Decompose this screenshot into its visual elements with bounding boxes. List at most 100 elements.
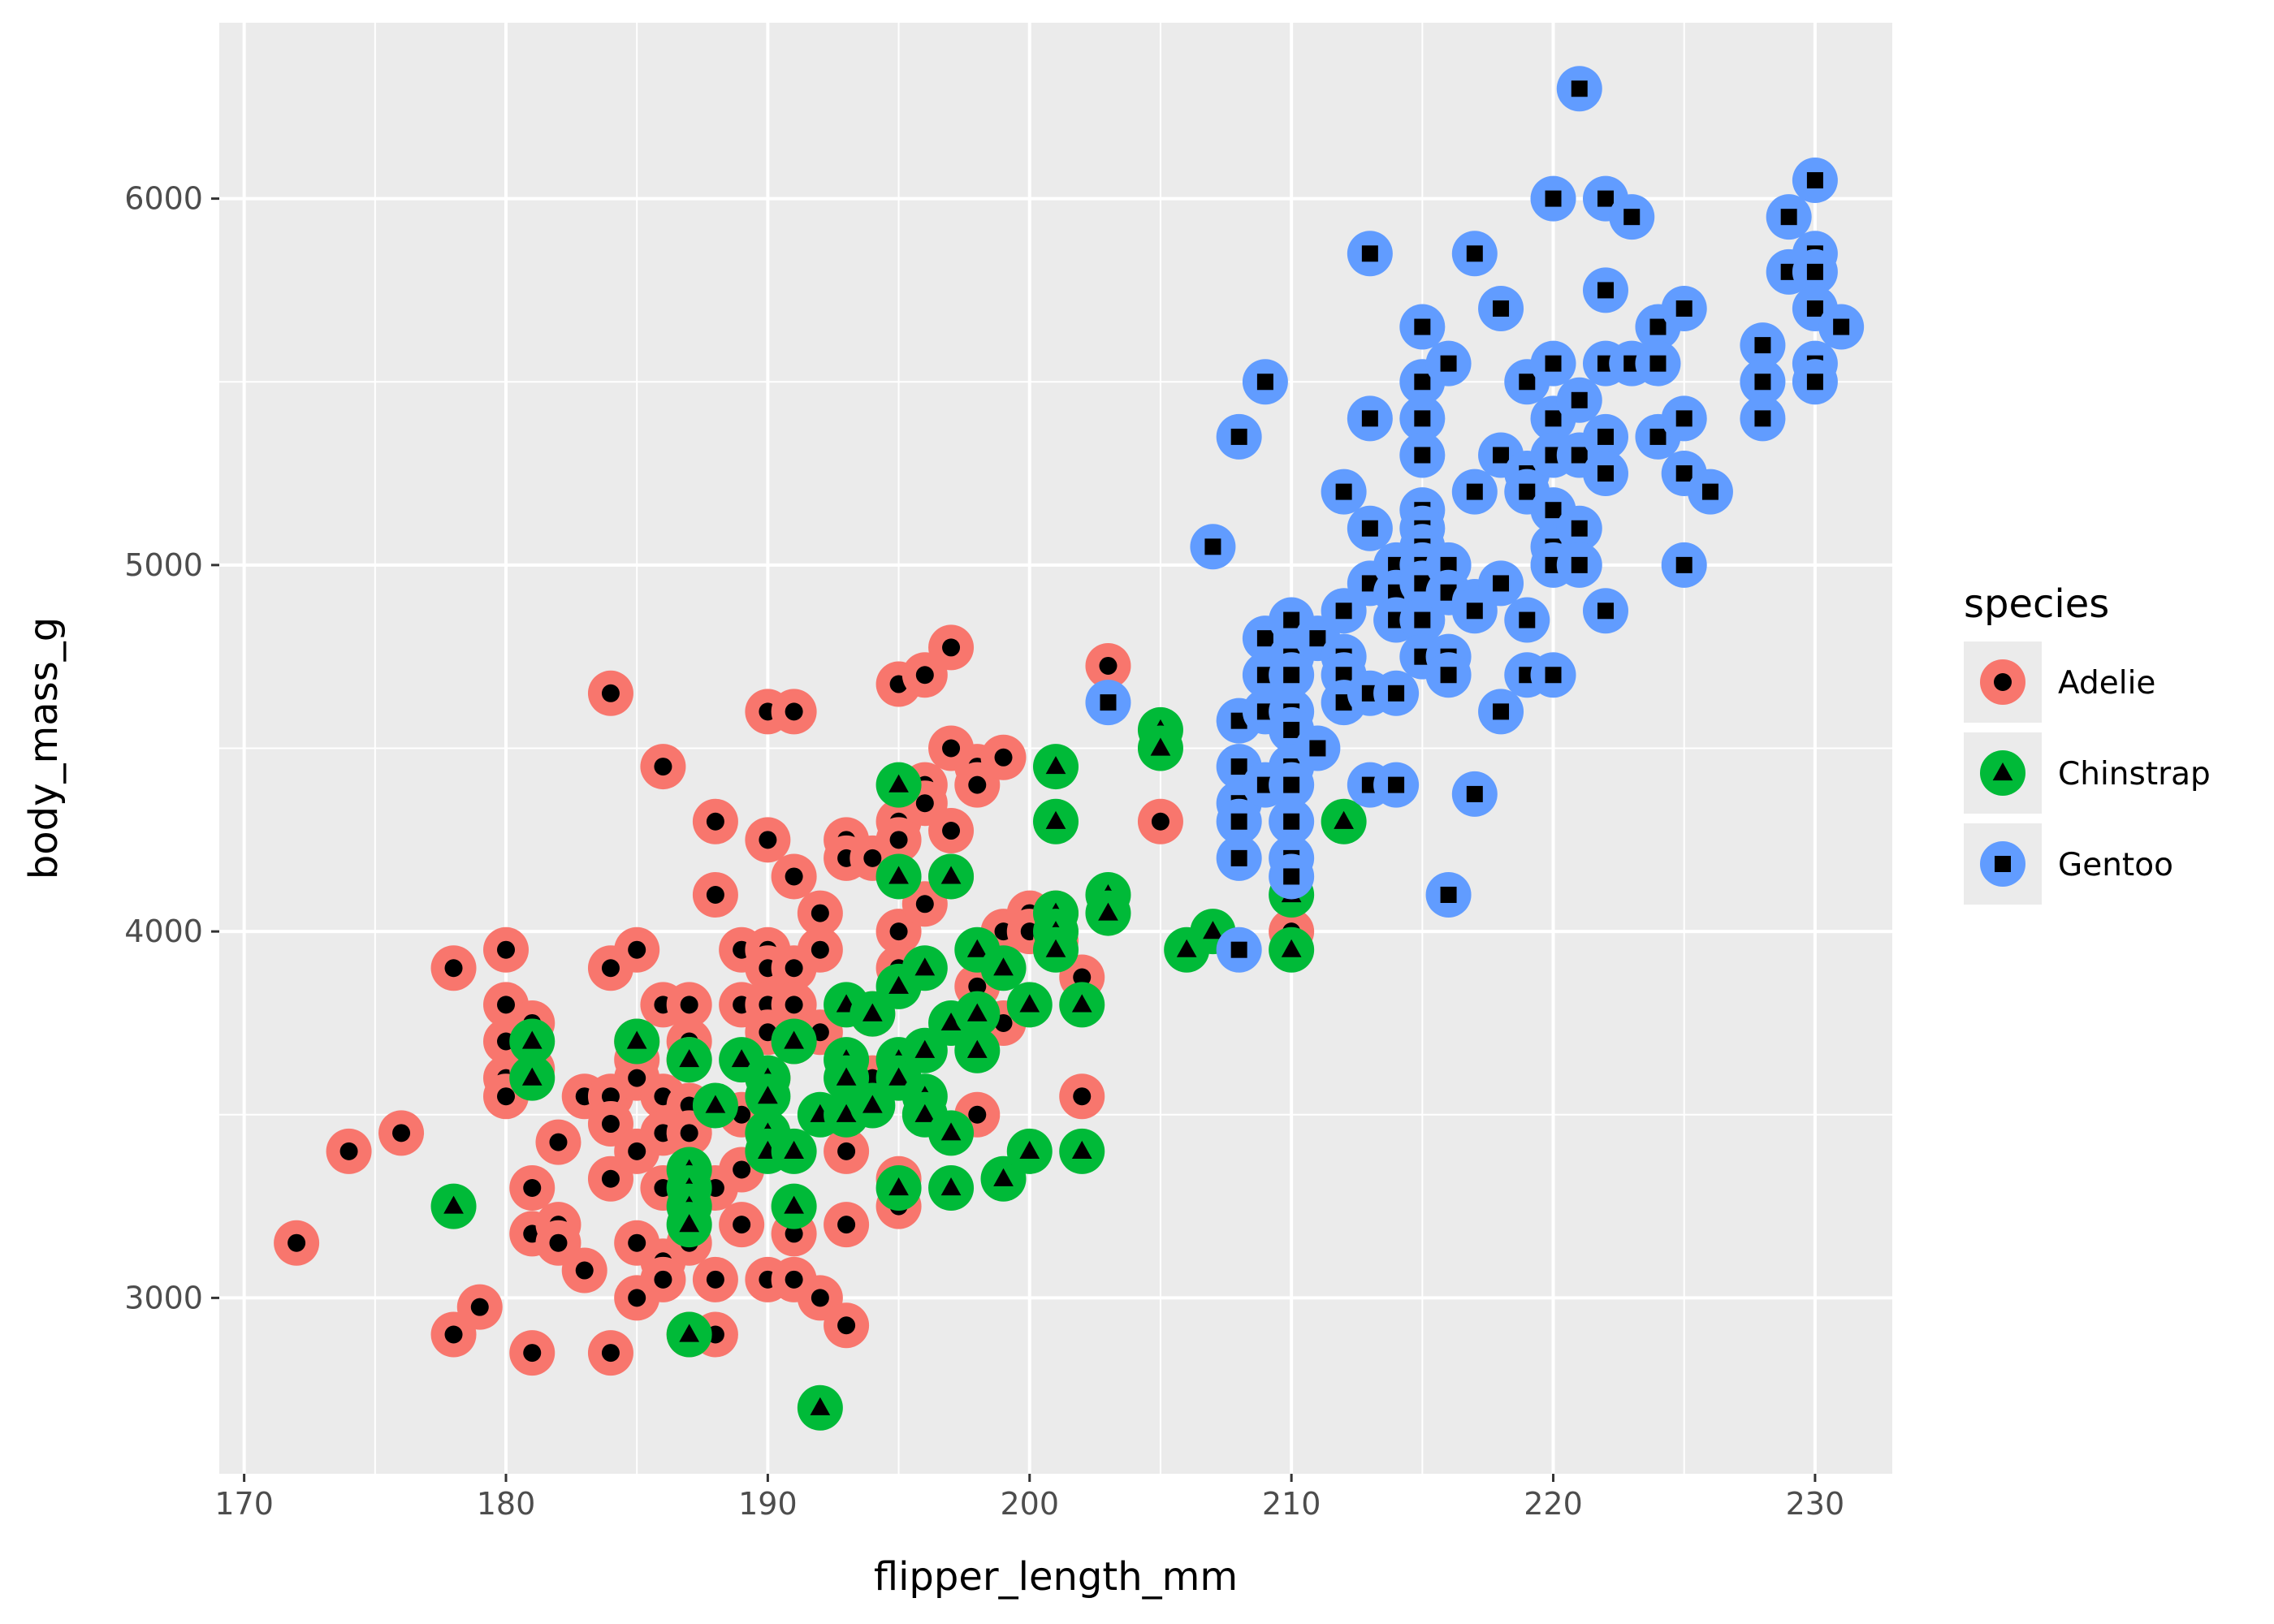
gentoo-point (1635, 340, 1681, 387)
legend-label: Adelie (2058, 665, 2155, 702)
point-inner-triangle (966, 1003, 988, 1021)
point-inner-triangle (810, 1397, 831, 1415)
point-inner-triangle (888, 774, 909, 793)
gentoo-point (1478, 560, 1524, 607)
point-inner-square (1806, 263, 1823, 280)
adelie-point (1137, 798, 1183, 844)
point-inner-square (1545, 502, 1562, 519)
point-inner-triangle (1334, 810, 1354, 829)
point-inner-triangle (914, 1039, 936, 1058)
adelie-point (378, 1110, 425, 1156)
point-inner-circle (942, 822, 961, 840)
point-inner-triangle (940, 866, 962, 884)
point-inner-circle (1099, 656, 1118, 675)
point-inner-circle (497, 1087, 516, 1106)
gentoo-point (1609, 194, 1655, 240)
point-inner-circle (549, 1233, 568, 1252)
point-inner-circle (601, 1115, 620, 1134)
point-inner-square (1440, 667, 1457, 684)
gentoo-point (1347, 505, 1393, 551)
gentoo-point (1556, 66, 1602, 112)
gentoo-point (1321, 469, 1367, 515)
adelie-point (640, 1256, 686, 1302)
chinstrap-point (509, 1055, 556, 1101)
point-inner-square (1230, 941, 1247, 958)
point-inner-square (1675, 465, 1693, 482)
chinstrap-point (980, 945, 1027, 991)
point-inner-circle (889, 922, 908, 941)
point-inner-circle (785, 1224, 803, 1243)
legend-item-gentoo: Gentoo (1964, 823, 2173, 905)
point-inner-square (1519, 374, 1536, 391)
point-inner-square (1335, 667, 1352, 684)
x-tick-label: 200 (1000, 1486, 1059, 1522)
point-inner-square (1466, 483, 1483, 500)
point-inner-circle (1073, 968, 1092, 987)
gentoo-point (1478, 285, 1524, 331)
chinstrap-point (1059, 1128, 1105, 1174)
point-inner-triangle (521, 1067, 543, 1086)
y-axis-title: body_mass_g (21, 617, 67, 879)
gentoo-point (1661, 395, 1707, 442)
chinstrap-point (928, 1165, 975, 1212)
gentoo-point (1399, 432, 1446, 478)
point-inner-square (1283, 868, 1300, 885)
point-inner-circle (654, 1270, 672, 1289)
point-inner-circle (680, 996, 698, 1014)
legend-item-adelie: Adelie (1964, 641, 2155, 723)
gentoo-point (1399, 395, 1446, 442)
point-inner-triangle (940, 1177, 962, 1196)
point-inner-square (1597, 190, 1614, 207)
y-axis-ticks: 3000 4000 5000 6000 (124, 181, 219, 1315)
point-inner-circle (601, 684, 620, 702)
point-inner-triangle (862, 1003, 883, 1021)
point-inner-circle (444, 959, 463, 978)
point-inner-square (1440, 887, 1457, 904)
point-inner-circle (915, 895, 934, 914)
point-inner-square (1545, 667, 1562, 684)
point-inner-square (1466, 785, 1483, 802)
point-inner-triangle (940, 1012, 962, 1031)
gentoo-point (1582, 413, 1628, 460)
chinstrap-point (901, 945, 948, 991)
point-inner-circle (628, 1142, 646, 1160)
point-inner-circle (549, 1133, 568, 1151)
adelie-point (274, 1220, 320, 1266)
point-inner-square (1754, 337, 1771, 354)
point-inner-circle (628, 1233, 646, 1252)
gentoo-point (1582, 451, 1628, 497)
point-inner-circle (628, 1069, 646, 1087)
point-inner-square (1414, 318, 1431, 335)
adelie-point (483, 926, 530, 973)
point-inner-square (1493, 447, 1510, 464)
y-tick-label: 3000 (124, 1280, 203, 1315)
chinstrap-point (1137, 725, 1183, 771)
point-inner-triangle (993, 957, 1014, 976)
point-inner-circle (968, 1105, 987, 1124)
adelie-point (509, 1330, 556, 1376)
x-tick-label: 230 (1786, 1486, 1845, 1522)
point-inner-square (1597, 465, 1614, 482)
point-inner-square (1649, 318, 1667, 335)
chinstrap-point (745, 1073, 791, 1120)
point-inner-circle (785, 996, 803, 1014)
x-axis-ticks: 170 180 190 200 210 220 230 (214, 1474, 1844, 1522)
chinstrap-point (666, 1311, 712, 1358)
gentoo-point (1556, 377, 1602, 423)
point-inner-triangle (443, 1195, 464, 1214)
chinstrap-point (797, 1384, 843, 1431)
point-inner-triangle (888, 1177, 909, 1196)
point-inner-triangle (731, 1049, 752, 1068)
gentoo-point (1373, 762, 1420, 808)
point-inner-square (1545, 410, 1562, 427)
point-inner-triangle (626, 1030, 647, 1049)
adelie-point (692, 1256, 738, 1302)
adelie-point (561, 1247, 607, 1294)
adelie-point (719, 1202, 765, 1248)
point-inner-circle (706, 1270, 724, 1289)
point-inner-square (1493, 575, 1510, 592)
point-inner-triangle (784, 1030, 804, 1049)
point-inner-triangle (679, 1324, 700, 1342)
chinstrap-point (928, 853, 975, 900)
point-inner-triangle (836, 1067, 857, 1086)
